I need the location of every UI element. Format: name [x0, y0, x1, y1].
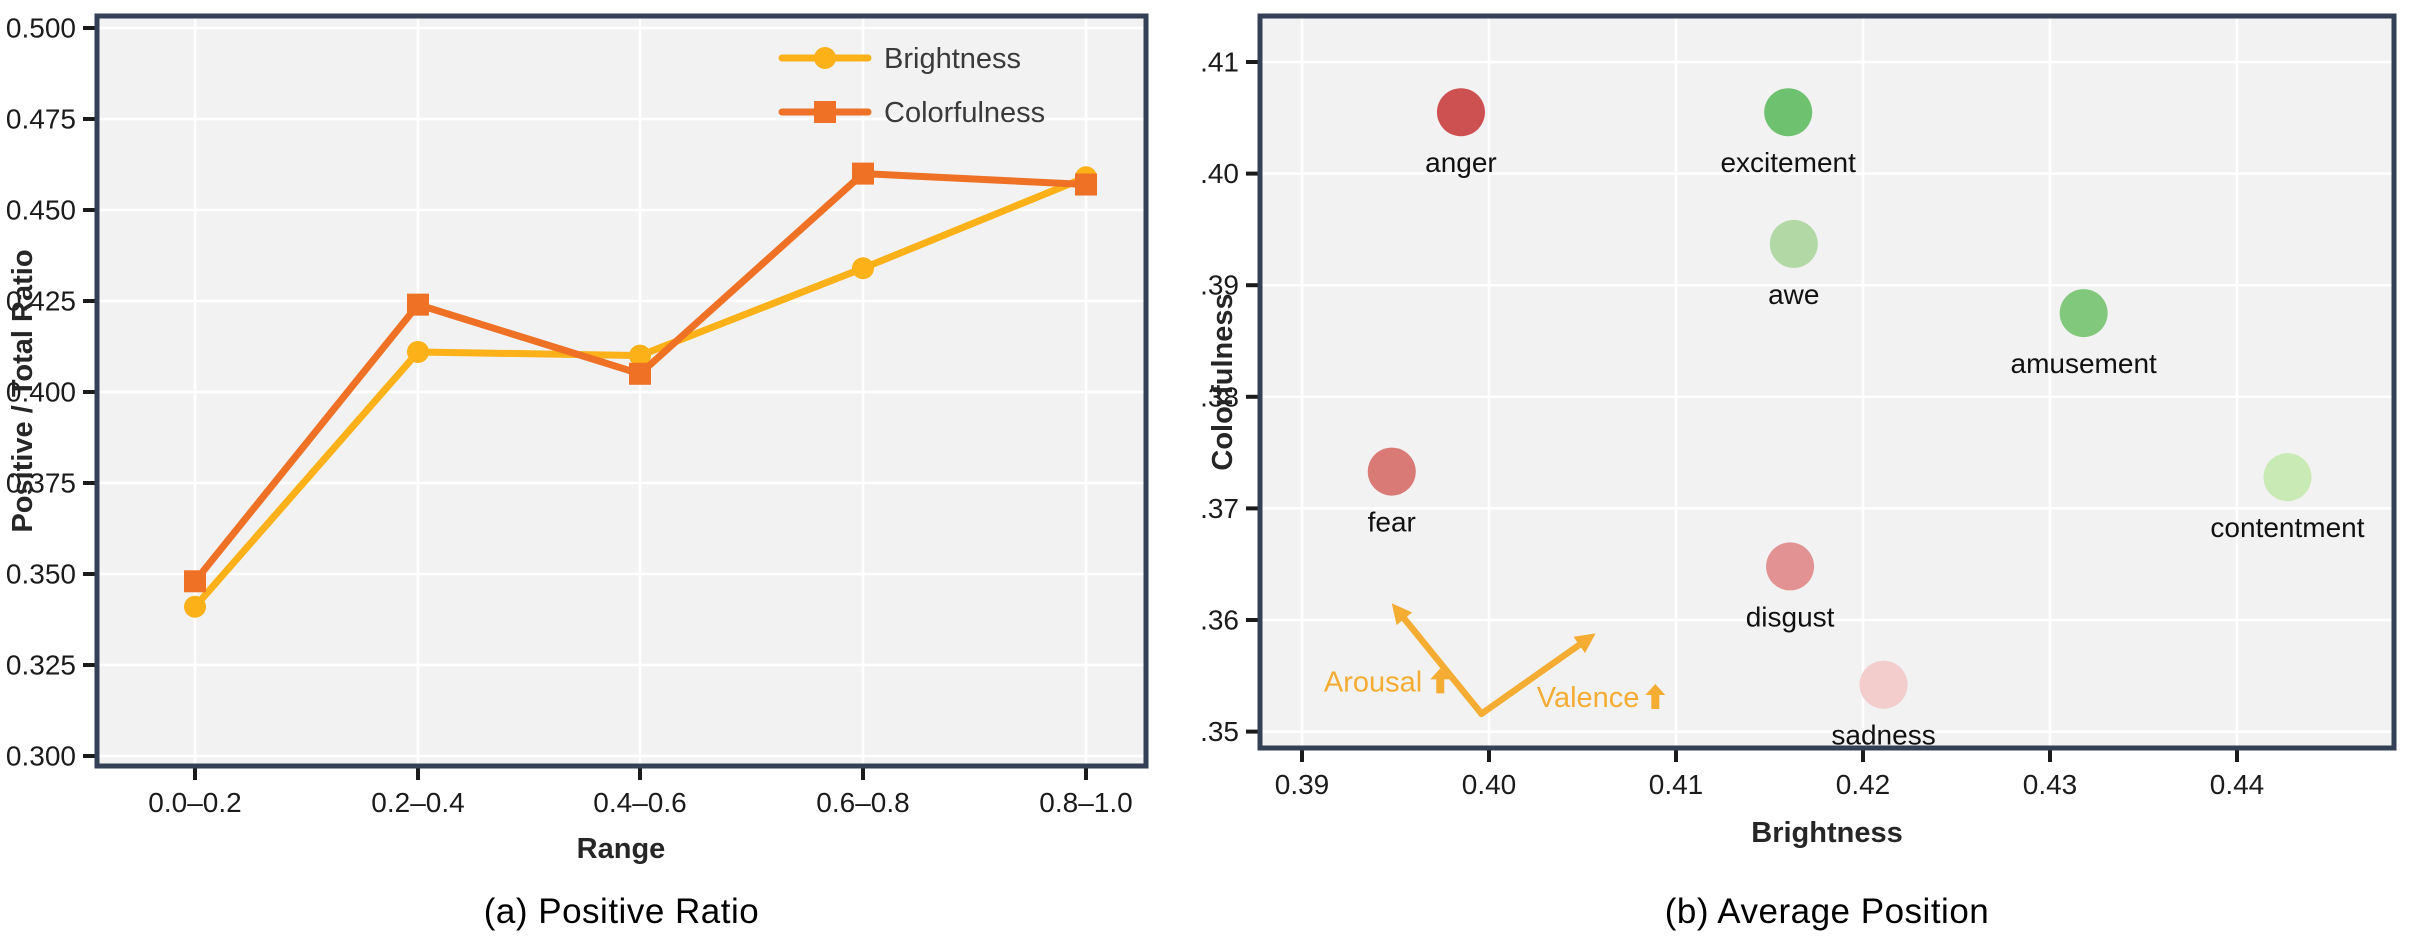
x-tick-label: 0.4–0.6 — [593, 787, 686, 818]
valence-label: Valence — [1537, 682, 1640, 714]
data-point-colorfulness — [407, 293, 429, 316]
y-tick-label: 0.36 — [1200, 605, 1239, 636]
data-point-label-contentment: contentment — [2210, 512, 2364, 543]
data-point-label-awe: awe — [1768, 279, 1819, 310]
data-point-brightness — [629, 344, 651, 367]
data-point-colorfulness — [629, 362, 651, 385]
data-point-label-excitement: excitement — [1720, 147, 1856, 178]
up-arrow-icon — [1645, 684, 1666, 710]
y-tick-label: 0.350 — [6, 559, 76, 590]
y-tick-label: 0.375 — [6, 468, 76, 499]
data-point-contentment — [2263, 453, 2312, 502]
arousal-label: Arousal — [1324, 666, 1422, 698]
data-point-brightness — [184, 595, 206, 618]
legend-label: Brightness — [884, 43, 1021, 75]
up-arrow-icon — [1430, 668, 1451, 694]
y-tick-label: 0.300 — [6, 741, 76, 772]
x-tick-label: 0.41 — [1649, 769, 1704, 800]
data-point-brightness — [407, 340, 429, 363]
y-tick-label: 0.35 — [1200, 716, 1239, 747]
data-point-fear — [1367, 447, 1416, 496]
y-tick-label: 0.40 — [1200, 158, 1239, 189]
arrow-head-icon — [1391, 603, 1413, 626]
chart-average-position: 0.35 0.36 0.37 0.38 0.39 0.40 0.41 0.39 0.40 0.41… — [1200, 13, 2397, 849]
arrow-shaft — [1399, 613, 1485, 717]
chart-positive-ratio: 0.300 0.325 0.350 0.375 0.400 0.425 0.450 0.475… — [6, 13, 1149, 865]
x-tick-label: 0.44 — [2210, 769, 2265, 800]
data-point-amusement — [2059, 289, 2108, 338]
legend-label: Colorfulness — [884, 97, 1045, 129]
arrow-head-icon — [1573, 633, 1596, 654]
x-tick-label: 0.6–0.8 — [816, 787, 909, 818]
y-tick-label: 0.325 — [6, 650, 76, 681]
x-tick-label: 0.39 — [1275, 769, 1330, 800]
legend-circle-marker-icon — [814, 47, 836, 69]
x-tick-label: 0.8–1.0 — [1039, 787, 1132, 818]
data-point-label-anger: anger — [1425, 147, 1497, 178]
y-tick-label: 0.38 — [1200, 381, 1239, 412]
y-tick-label: 0.475 — [6, 104, 76, 135]
data-point-label-fear: fear — [1368, 507, 1416, 538]
data-point-awe — [1769, 219, 1818, 268]
y-tick-label: 0.425 — [6, 286, 76, 317]
y-tick-label: 0.41 — [1200, 47, 1239, 78]
x-tick-label: 0.40 — [1462, 769, 1517, 800]
arrow-shaft — [1478, 640, 1585, 717]
x-tick-label: 0.42 — [1836, 769, 1891, 800]
y-tick-label: 0.500 — [6, 13, 76, 44]
data-point-colorfulness — [184, 570, 206, 593]
data-point-disgust — [1766, 542, 1815, 591]
plot-spine — [1257, 13, 2397, 751]
data-point-colorfulness — [1075, 173, 1097, 196]
y-tick-label: 0.400 — [6, 377, 76, 408]
plot-spine — [94, 13, 1149, 769]
x-tick-label: 0.2–0.4 — [371, 787, 464, 818]
y-tick-label: 0.39 — [1200, 270, 1239, 301]
x-tick-label: 0.0–0.2 — [148, 787, 241, 818]
plot-background — [1260, 16, 2394, 748]
x-tick-label: 0.43 — [2023, 769, 2078, 800]
data-point-label-amusement: amusement — [2011, 348, 2158, 379]
data-point-excitement — [1764, 88, 1813, 137]
data-point-colorfulness — [852, 162, 874, 185]
y-axis-label: Colorfulness — [1207, 293, 1239, 470]
legend-square-marker-icon — [814, 101, 836, 123]
arousal-arrow — [1391, 603, 1485, 717]
data-point-anger — [1436, 88, 1485, 137]
caption-chart-a: (a) Positive Ratio — [483, 892, 760, 931]
data-point-brightness — [852, 257, 874, 280]
data-point-sadness — [1859, 660, 1908, 709]
legend-item-colorfulness: Colorfulness — [778, 97, 1045, 129]
y-tick-label: 0.450 — [6, 195, 76, 226]
x-axis-label: Range — [577, 833, 666, 865]
valence-arrow — [1478, 633, 1596, 717]
x-axis-label: Brightness — [1751, 817, 1902, 849]
y-tick-label: 0.37 — [1200, 493, 1239, 524]
caption-chart-b: (b) Average Position — [1664, 892, 1990, 931]
y-axis-label: Positive / Total Ratio — [7, 249, 39, 532]
data-point-label-disgust: disgust — [1746, 601, 1835, 632]
legend-item-brightness: Brightness — [778, 43, 1021, 75]
